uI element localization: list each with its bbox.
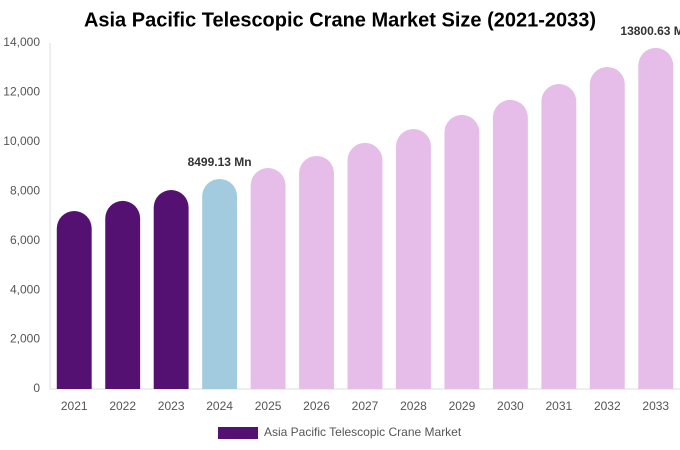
bar xyxy=(56,211,92,389)
y-tick-label: 4,000 xyxy=(10,282,40,296)
y-tick-label: 0 xyxy=(33,381,40,395)
bar xyxy=(589,66,625,390)
x-tick-label: 2021 xyxy=(61,399,88,413)
x-tick-label: 2023 xyxy=(158,399,185,413)
x-tick-label: 2028 xyxy=(400,399,427,413)
x-tick-label: 2029 xyxy=(449,399,476,413)
bar xyxy=(347,142,383,389)
bar xyxy=(396,129,431,390)
legend-label: Asia Pacific Telescopic Crane Market xyxy=(264,425,462,439)
x-tick-label: 2024 xyxy=(206,399,233,413)
bar xyxy=(541,84,577,390)
bar xyxy=(492,99,528,390)
value-label: 8499.13 Mn xyxy=(188,155,252,169)
legend-swatch xyxy=(218,427,258,439)
y-tick-label: 12,000 xyxy=(3,85,40,99)
bar xyxy=(153,190,189,389)
x-tick-label: 2025 xyxy=(255,399,282,413)
bar xyxy=(202,178,238,389)
x-tick-label: 2031 xyxy=(545,399,572,413)
x-tick-label: 2022 xyxy=(109,399,136,413)
x-tick-label: 2032 xyxy=(594,399,621,413)
x-tick-label: 2030 xyxy=(497,399,524,413)
bar xyxy=(638,47,674,389)
bar xyxy=(299,155,334,389)
bar xyxy=(444,114,480,389)
y-tick-label: 8,000 xyxy=(10,183,40,197)
x-tick-label: 2027 xyxy=(352,399,379,413)
x-tick-label: 2033 xyxy=(642,399,669,413)
y-tick-label: 14,000 xyxy=(3,35,40,49)
x-tick-label: 2026 xyxy=(303,399,330,413)
chart-title: Asia Pacific Telescopic Crane Market Siz… xyxy=(84,9,596,31)
bar xyxy=(250,168,286,389)
bar xyxy=(105,200,141,389)
value-label: 13800.63 Mn xyxy=(620,24,680,38)
y-tick-label: 6,000 xyxy=(10,233,40,247)
y-tick-label: 2,000 xyxy=(10,332,40,346)
y-tick-label: 10,000 xyxy=(3,134,40,148)
